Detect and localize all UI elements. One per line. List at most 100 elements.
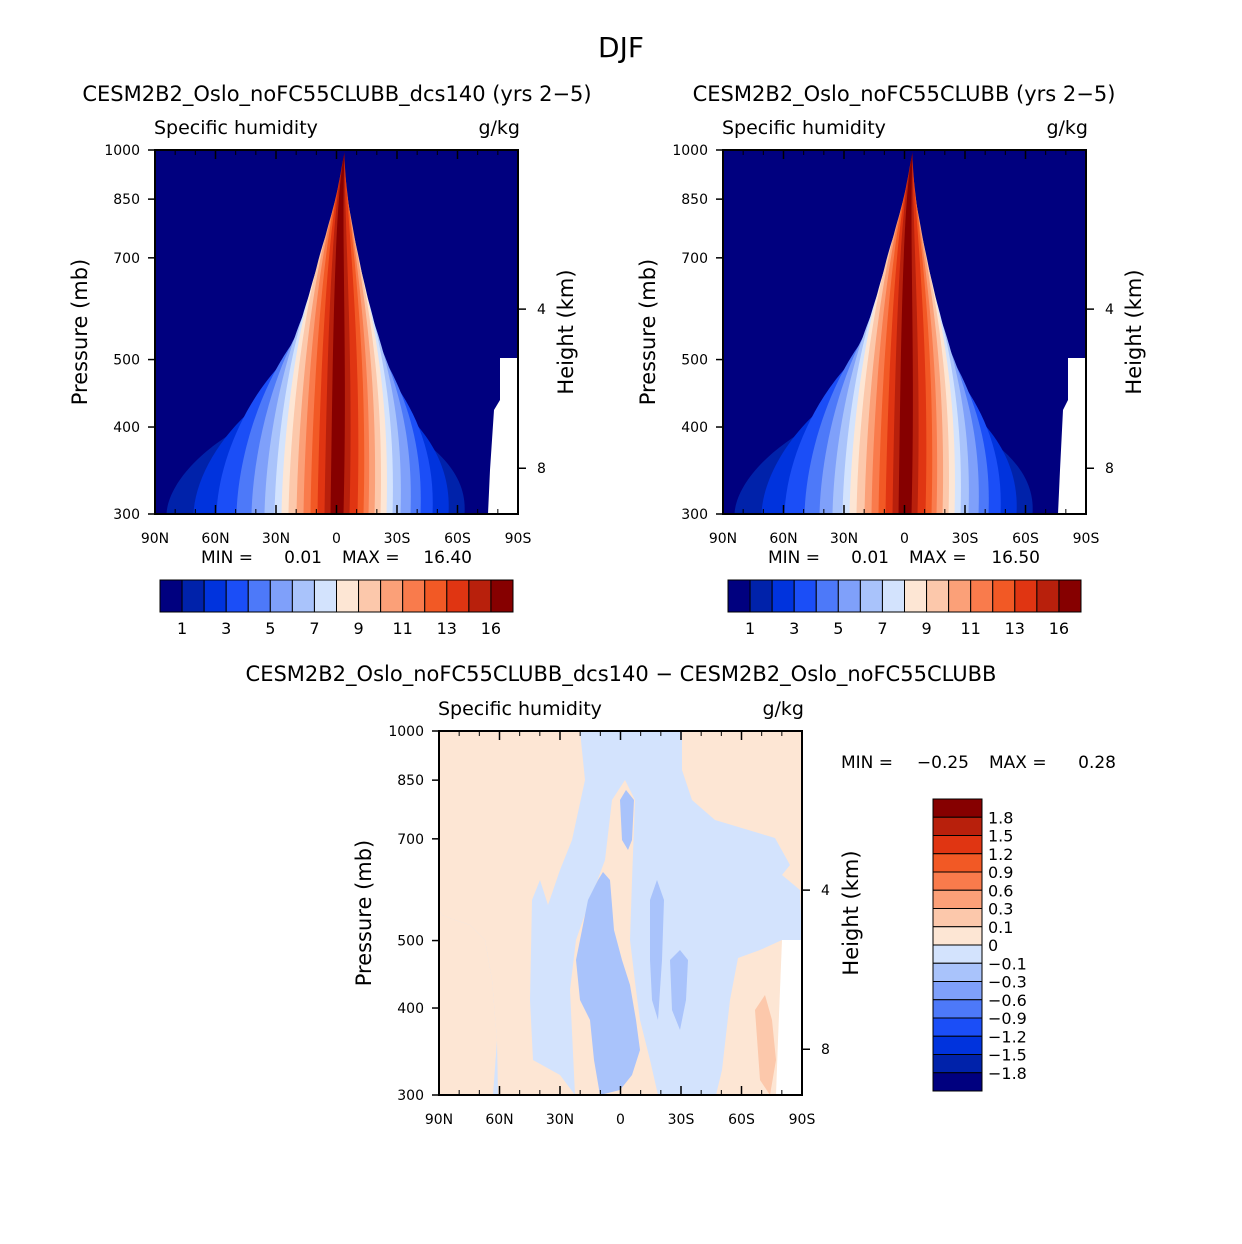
panel-a-colorbar-box	[269, 579, 293, 613]
panel-b-colorbar-box	[837, 579, 861, 613]
panel-diff-colorbar-label: −1.5	[988, 1046, 1027, 1065]
panel-b-y2tick-label: 4	[1105, 302, 1114, 318]
panel-a-colorbar-label: 9	[353, 619, 363, 638]
panel-b-colorbar-box	[1014, 579, 1038, 613]
panel-b-ytick-label: 700	[681, 251, 708, 267]
panel-a-variable-label: Specific humidity	[154, 117, 318, 139]
panel-diff-xtick-label: 90S	[789, 1112, 816, 1128]
panel-b-xtick-label: 30S	[952, 531, 979, 547]
panel-b-colorbar-box	[970, 579, 994, 613]
panel-b-colorbar-box	[727, 579, 751, 613]
panel-a-plot-area	[155, 150, 518, 514]
panel-b-colorbar-box	[749, 579, 773, 613]
panel-b: CESM2B2_Oslo_noFC55CLUBB (yrs 2−5) Speci…	[636, 82, 1146, 638]
panel-b-colorbar-box	[992, 579, 1016, 613]
panel-diff-max-label: MAX =	[989, 753, 1047, 773]
panel-diff-colorbar-box	[932, 1054, 983, 1074]
panel-diff-colorbar-label: −0.3	[988, 973, 1027, 992]
panel-b-xtick-label: 60S	[1012, 531, 1039, 547]
panel-a-contour-level-16	[330, 152, 345, 514]
panel-a-xtick-label: 30N	[262, 531, 290, 547]
panel-b-ylabel: Pressure (mb)	[636, 259, 660, 406]
panel-diff-y2tick-label: 8	[821, 1042, 830, 1058]
panel-a-ylabel: Pressure (mb)	[68, 259, 92, 406]
panel-b-plot-area	[723, 150, 1086, 514]
panel-a-xtick-label: 90S	[505, 531, 532, 547]
panel-diff-ytick-label: 850	[397, 773, 424, 789]
panel-diff-colorbar-box	[932, 1017, 983, 1037]
panel-diff-colorbar-label: 1.5	[988, 827, 1013, 846]
panel-a-ytick-label: 1000	[104, 143, 140, 159]
panel-a: CESM2B2_Oslo_noFC55CLUBB_dcs140 (yrs 2−5…	[68, 82, 592, 638]
panel-a-colorbar-label: 13	[437, 619, 457, 638]
panel-diff-colorbar-box	[932, 999, 983, 1019]
panel-diff-xtick-label: 30N	[546, 1112, 574, 1128]
panel-a-xtick-label: 30S	[384, 531, 411, 547]
panel-diff: CESM2B2_Oslo_noFC55CLUBB_dcs140 − CESM2B…	[246, 662, 1116, 1128]
panel-diff-region-negative-0	[576, 872, 640, 1095]
panel-diff-ylabel: Pressure (mb)	[352, 840, 376, 987]
panel-b-title: CESM2B2_Oslo_noFC55CLUBB (yrs 2−5)	[693, 82, 1116, 107]
panel-diff-xtick-label: 60S	[728, 1112, 755, 1128]
panel-diff-axes: 90N 60N 30N 0 30S 60S 90S 300 400 500 700 850 1000 8 4	[388, 724, 830, 1128]
panel-a-title: CESM2B2_Oslo_noFC55CLUBB_dcs140 (yrs 2−5…	[82, 82, 591, 107]
panel-diff-ytick-label: 700	[397, 832, 424, 848]
panel-diff-colorbar-label: 0	[988, 936, 998, 955]
panel-diff-region-negative-1	[620, 790, 634, 850]
panel-a-missing-data	[488, 358, 518, 514]
panel-a-y2tick-label: 4	[537, 302, 546, 318]
panel-a-colorbar-box	[247, 579, 271, 613]
panel-a-xtick-label: 90N	[141, 531, 169, 547]
panel-diff-ytick-label: 400	[397, 1001, 424, 1017]
panel-a-xtick-label: 60S	[444, 531, 471, 547]
panel-diff-xtick-label: 0	[616, 1112, 625, 1128]
panel-b-xtick-label: 0	[900, 531, 909, 547]
panel-diff-xtick-label: 60N	[485, 1112, 513, 1128]
panel-b-ylabel-right: Height (km)	[1122, 269, 1146, 394]
panel-b-ytick-label: 850	[681, 192, 708, 208]
panel-diff-colorbar-box	[932, 1072, 983, 1092]
panel-a-colorbar-box	[468, 579, 492, 613]
panel-a-xtick-label: 60N	[201, 531, 229, 547]
panel-b-units-label: g/kg	[1046, 117, 1088, 139]
panel-b-colorbar-box	[815, 579, 839, 613]
panel-diff-colorbar-label: −0.1	[988, 954, 1027, 973]
panel-diff-region-positive-strong	[755, 995, 776, 1095]
panel-a-min-value: 0.01	[284, 548, 322, 568]
panel-b-colorbar-box	[1036, 579, 1060, 613]
panel-a-colorbar-box	[203, 579, 227, 613]
panel-b-variable-label: Specific humidity	[722, 117, 886, 139]
panel-a-ytick-label: 850	[113, 192, 140, 208]
panel-b-ytick-label: 1000	[672, 143, 708, 159]
panel-diff-colorbar-label: −0.6	[988, 991, 1027, 1010]
panel-diff-colorbar-label: −1.2	[988, 1027, 1027, 1046]
panel-diff-colorbar-box	[932, 816, 983, 836]
panel-b-max-value: 16.50	[991, 548, 1040, 568]
panel-diff-ylabel-right: Height (km)	[839, 850, 863, 975]
panel-diff-colorbar-box	[932, 944, 983, 964]
panel-b-colorbar-box	[1058, 579, 1082, 613]
panel-diff-colorbar-box	[932, 1035, 983, 1055]
panel-diff-xtick-label: 30S	[668, 1112, 695, 1128]
panel-a-colorbar-box	[313, 579, 337, 613]
panel-b-colorbar-label: 3	[789, 619, 799, 638]
panel-diff-colorbar-label: −0.9	[988, 1009, 1027, 1028]
panel-b-colorbar-box	[948, 579, 972, 613]
panel-a-colorbar-box	[380, 579, 404, 613]
panel-a-ytick-label: 700	[113, 251, 140, 267]
panel-a-xtick-label: 0	[332, 531, 341, 547]
panel-diff-ytick-label: 500	[397, 934, 424, 950]
panel-diff-missing-data	[776, 940, 802, 1095]
panel-diff-colorbar-box	[932, 926, 983, 946]
panel-a-colorbar-box	[225, 579, 249, 613]
panel-b-colorbar-box	[793, 579, 817, 613]
panel-b-y2tick-label: 8	[1105, 461, 1114, 477]
panel-a-max-value: 16.40	[423, 548, 472, 568]
panel-b-max-label: MAX =	[909, 548, 967, 568]
panel-diff-colorbar-box	[932, 835, 983, 855]
panel-diff-colorbar-label: −1.8	[988, 1064, 1027, 1083]
panel-diff-xtick-label: 90N	[425, 1112, 453, 1128]
panel-b-colorbar-box	[771, 579, 795, 613]
panel-a-min-label: MIN =	[201, 548, 253, 568]
